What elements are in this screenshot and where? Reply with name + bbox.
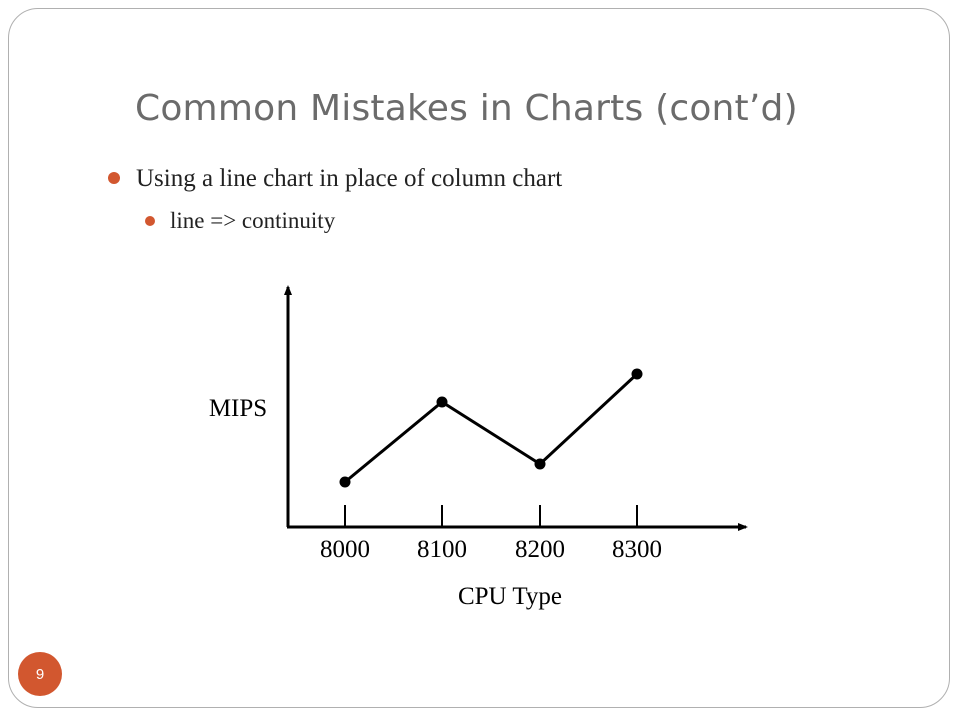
- x-tick-labels: 8000 8100 8200 8300: [320, 536, 662, 563]
- data-series: [339, 368, 643, 488]
- x-tick-label: 8100: [417, 536, 467, 563]
- data-point: [534, 458, 546, 470]
- bullet-dot-icon: [108, 172, 120, 184]
- bullet-text: line => continuity: [170, 208, 336, 233]
- x-ticks: [344, 505, 638, 527]
- slide-number-badge: 9: [18, 652, 62, 696]
- bullet-text: Using a line chart in place of column ch…: [136, 165, 563, 192]
- data-point: [436, 396, 448, 408]
- y-axis-label: MIPS: [209, 395, 267, 422]
- x-axis-label: CPU Type: [458, 583, 562, 610]
- x-tick-label: 8300: [612, 536, 662, 563]
- slide-title: Common Mistakes in Charts (cont’d): [135, 88, 798, 129]
- slide-frame: [8, 8, 950, 708]
- data-point: [339, 476, 351, 488]
- x-tick-label: 8200: [515, 536, 565, 563]
- bullet-dot-icon: [145, 216, 155, 226]
- series-line: [344, 372, 639, 484]
- x-tick-label: 8000: [320, 536, 370, 563]
- data-point: [631, 368, 643, 380]
